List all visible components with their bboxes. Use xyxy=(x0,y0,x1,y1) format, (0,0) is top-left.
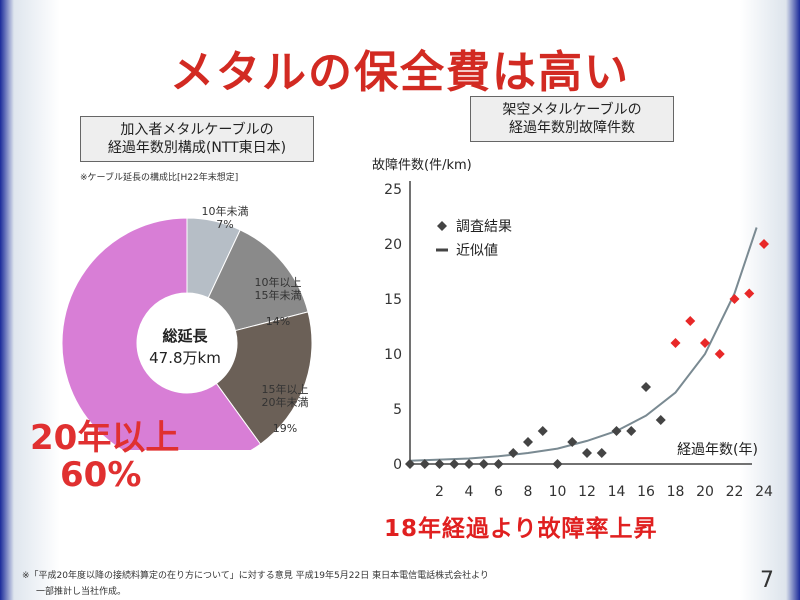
data-point-8 xyxy=(523,437,533,447)
pie-big-label: 20年以上 xyxy=(30,418,180,458)
pie-seg1-pct: 14% xyxy=(265,315,291,328)
pie-title-line2: 経過年数別構成(NTT東日本) xyxy=(107,140,287,156)
pie-seg0-pct: 7% xyxy=(216,218,234,231)
footnote-line2: 一部推計し当社作成。 xyxy=(36,587,127,597)
footnote: ※「平成20年度以降の接続料算定の在り方について」に対する意見 平成19年5月2… xyxy=(22,571,489,581)
chart-title-line1: 架空メタルケーブルの xyxy=(502,102,642,118)
x-tick-5: 12 xyxy=(578,484,596,500)
x-tick-2: 6 xyxy=(494,484,503,500)
y-tick-5: 25 xyxy=(384,182,402,198)
page-number: 7 xyxy=(760,568,774,593)
pie-label-seg2: 15年以上 20年未満 19% xyxy=(245,370,325,448)
pie-chart xyxy=(61,217,313,450)
x-tick-8: 18 xyxy=(667,484,685,500)
pie-seg1-label: 10年以上 15年未満 xyxy=(254,276,302,302)
data-point-5 xyxy=(478,459,489,469)
x-tick-9: 20 xyxy=(696,484,714,500)
pie-title-line1: 加入者メタルケーブルの xyxy=(120,122,274,138)
chart-title-box: 架空メタルケーブルの 経過年数別故障件数 xyxy=(470,96,674,142)
chart-title-line2: 経過年数別故障件数 xyxy=(509,120,635,136)
data-point-7 xyxy=(508,448,519,458)
x-tick-4: 10 xyxy=(549,484,567,500)
data-point-16 xyxy=(641,382,651,392)
x-tick-6: 14 xyxy=(608,484,626,500)
data-point-4 xyxy=(464,459,474,469)
x-tick-11: 24 xyxy=(755,484,773,500)
data-point-15 xyxy=(626,426,637,436)
x-tick-7: 16 xyxy=(637,484,655,500)
data-point-14 xyxy=(611,426,622,436)
pie-title-box: 加入者メタルケーブルの 経過年数別構成(NTT東日本) xyxy=(80,116,314,162)
pie-center-value: 47.8万km xyxy=(149,349,221,367)
data-point-red-3 xyxy=(714,349,725,359)
chart-ylabel: 故障件数(件/km) xyxy=(372,158,472,173)
pie-label-seg1: 10年以上 15年未満 14% xyxy=(238,263,318,341)
data-point-3 xyxy=(449,459,460,469)
pie-seg0-label: 10年未満 xyxy=(201,205,249,218)
data-point-11 xyxy=(567,437,578,447)
data-point-red-0 xyxy=(670,338,681,348)
legend-line-label: 近似値 xyxy=(456,243,498,259)
pie-seg2-label: 15年以上 20年未満 xyxy=(261,383,309,409)
data-point-red-5 xyxy=(744,288,755,299)
data-point-1 xyxy=(419,459,430,469)
data-point-red-2 xyxy=(700,338,710,348)
data-point-12 xyxy=(582,448,592,458)
data-point-6 xyxy=(493,459,504,469)
pie-label-seg0: 10年未満 7% xyxy=(185,205,265,231)
y-tick-0: 0 xyxy=(393,457,402,473)
y-tick-2: 10 xyxy=(384,347,402,363)
data-point-red-1 xyxy=(685,316,696,326)
y-tick-1: 5 xyxy=(393,402,402,418)
y-tick-4: 20 xyxy=(384,237,402,253)
pie-center-label: 総延長 xyxy=(162,327,208,345)
x-tick-10: 22 xyxy=(726,484,744,500)
data-point-red-4 xyxy=(729,294,740,304)
data-point-2 xyxy=(434,459,445,469)
pie-big-pct: 60% xyxy=(60,455,142,495)
y-tick-3: 15 xyxy=(384,292,402,308)
fit-curve xyxy=(409,227,758,462)
legend-marker-points xyxy=(437,221,447,231)
pie-seg2-pct: 19% xyxy=(272,422,298,435)
data-point-0 xyxy=(405,459,415,469)
x-tick-0: 2 xyxy=(435,484,444,500)
legend-points-label: 調査結果 xyxy=(456,219,512,235)
pie-note: ※ケーブル延長の構成比[H22年末想定] xyxy=(80,173,239,183)
x-tick-1: 4 xyxy=(465,484,474,500)
data-point-red-6 xyxy=(759,239,769,249)
data-point-10 xyxy=(552,459,563,469)
data-point-9 xyxy=(537,426,548,436)
data-point-17 xyxy=(655,415,666,425)
slide-title: メタルの保全費は高い xyxy=(170,47,630,98)
x-axis-label: 経過年数(年) xyxy=(677,442,758,458)
x-tick-3: 8 xyxy=(524,484,533,500)
chart-caption: 18年経過より故障率上昇 xyxy=(384,516,658,542)
data-point-13 xyxy=(596,448,607,458)
pie-hole xyxy=(137,293,237,393)
